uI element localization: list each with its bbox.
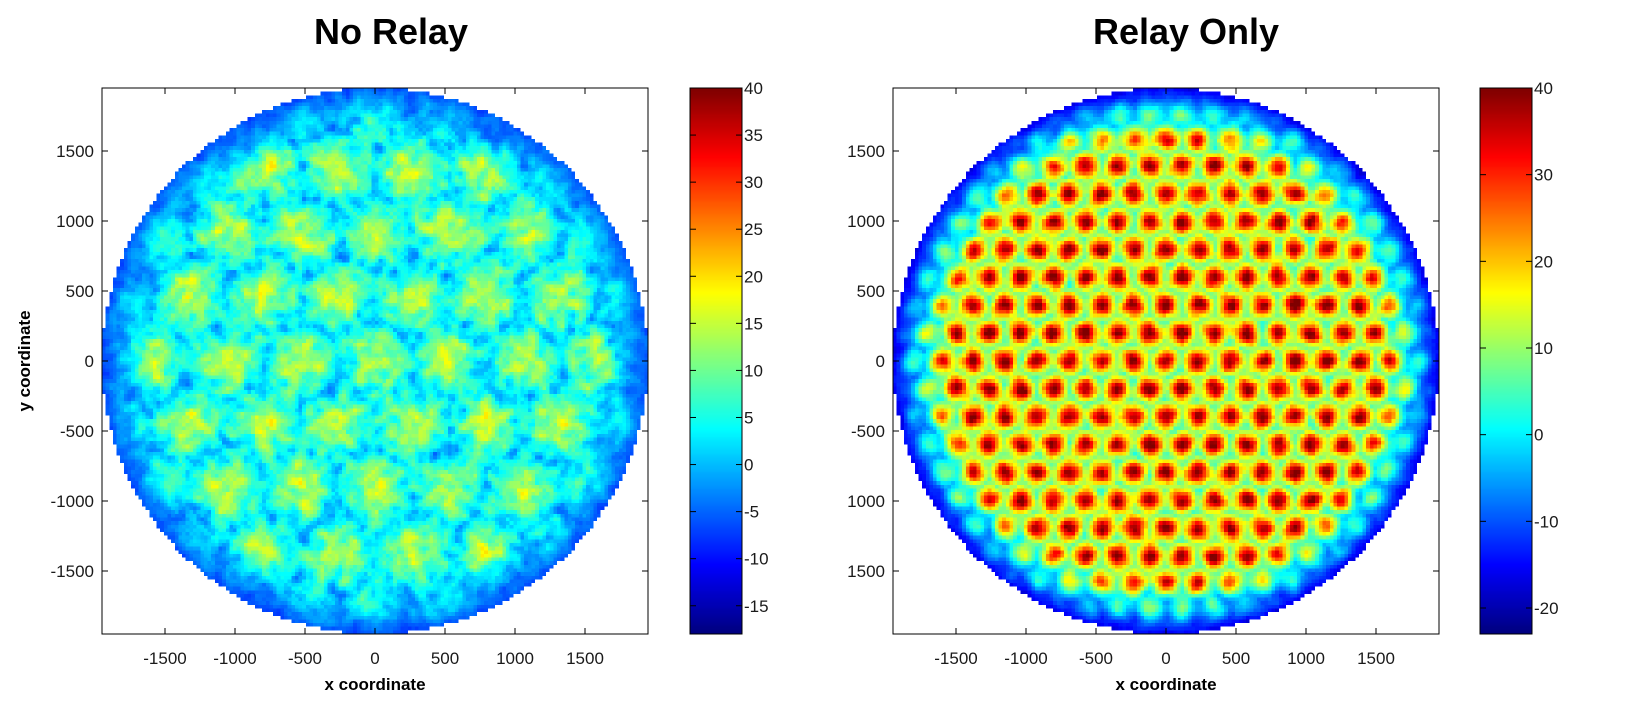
chart-title: Relay Only [1093, 11, 1279, 52]
y-tick-label: -500 [851, 422, 885, 441]
y-axis-label: y coordinate [15, 310, 34, 411]
colorbar-tick-label: -20 [1534, 599, 1559, 618]
colorbar-tick-label: 35 [744, 126, 763, 145]
colorbar-tick-label: 25 [744, 220, 763, 239]
chart-title: No Relay [314, 11, 468, 52]
x-tick-label: 0 [1161, 649, 1170, 668]
x-tick-label: 0 [370, 649, 379, 668]
colorbar-tick-label: -10 [1534, 512, 1559, 531]
x-tick-label: -1500 [934, 649, 977, 668]
y-tick-label: -500 [60, 422, 94, 441]
colorbar-tick-label: 10 [744, 361, 763, 380]
colorbar-tick-label: 0 [744, 456, 753, 475]
x-axis-ticks: -1500 -1000 -500 0 500 1000 1500 [143, 88, 604, 668]
y-tick-label: -1000 [51, 492, 94, 511]
x-tick-label: -1000 [1004, 649, 1047, 668]
colorbar-ticks: 40 35 30 25 20 15 10 5 0 -5 -10 -15 [690, 79, 769, 616]
colorbar-tick-label: 40 [1534, 79, 1553, 98]
y-tick-label: 500 [857, 282, 885, 301]
panel-relay-only: Relay Only -1500 -1000 -500 0 500 1000 1500 15… [847, 11, 1558, 694]
colorbar-tick-label: -5 [744, 503, 759, 522]
x-tick-label: 500 [431, 649, 459, 668]
y-tick-label: 1500 [56, 142, 94, 161]
x-tick-label: 1000 [1287, 649, 1325, 668]
y-tick-label: 0 [85, 352, 94, 371]
colorbar-tick-label: 0 [1534, 426, 1543, 445]
y-tick-label: 1500 [847, 562, 885, 581]
y-tick-label: -1500 [51, 562, 94, 581]
colorbar-tick-label: -10 [744, 550, 769, 569]
colorbar-tick-label: -15 [744, 597, 769, 616]
colorbar-tick-label: 10 [1534, 339, 1553, 358]
colorbar-frame [689, 87, 743, 635]
colorbar-tick-label: 15 [744, 314, 763, 333]
y-tick-label: 1000 [56, 212, 94, 231]
y-tick-label: 1000 [847, 212, 885, 231]
colorbar-frame [1479, 87, 1533, 635]
heatmap-image [102, 88, 648, 634]
y-tick-label: 1000 [847, 492, 885, 511]
panel-no-relay: No Relay -1500 -1000 -500 0 500 1000 1500 1500… [15, 11, 769, 694]
y-axis-ticks: 1500 1000 500 0 -500 -1000 -1500 [51, 142, 648, 581]
y-tick-label: 0 [876, 352, 885, 371]
colorbar-tick-label: 30 [744, 173, 763, 192]
x-axis-label: x coordinate [324, 675, 425, 694]
x-tick-label: 1000 [496, 649, 534, 668]
heatmap-image [893, 88, 1439, 634]
colorbar-tick-label: 20 [1534, 252, 1553, 271]
colorbar-ticks: 40 30 20 10 0 -10 -20 [1480, 79, 1559, 618]
x-tick-label: -500 [1079, 649, 1113, 668]
y-axis-ticks: 1500 1000 500 0 -500 1000 1500 [847, 142, 1439, 581]
colorbar-tick-label: 5 [744, 408, 753, 427]
colorbar-tick-label: 20 [744, 267, 763, 286]
x-tick-label: 500 [1222, 649, 1250, 668]
x-tick-label: -1000 [213, 649, 256, 668]
y-tick-label: 500 [66, 282, 94, 301]
colorbar-tick-label: 40 [744, 79, 763, 98]
y-tick-label: 1500 [847, 142, 885, 161]
x-axis-ticks: -1500 -1000 -500 0 500 1000 1500 [934, 88, 1395, 668]
x-axis-label: x coordinate [1115, 675, 1216, 694]
colorbar-image [1480, 88, 1532, 634]
x-tick-label: 1500 [566, 649, 604, 668]
x-tick-label: -1500 [143, 649, 186, 668]
x-tick-label: -500 [288, 649, 322, 668]
colorbar-image [690, 88, 742, 634]
colorbar-tick-label: 30 [1534, 166, 1553, 185]
x-tick-label: 1500 [1357, 649, 1395, 668]
